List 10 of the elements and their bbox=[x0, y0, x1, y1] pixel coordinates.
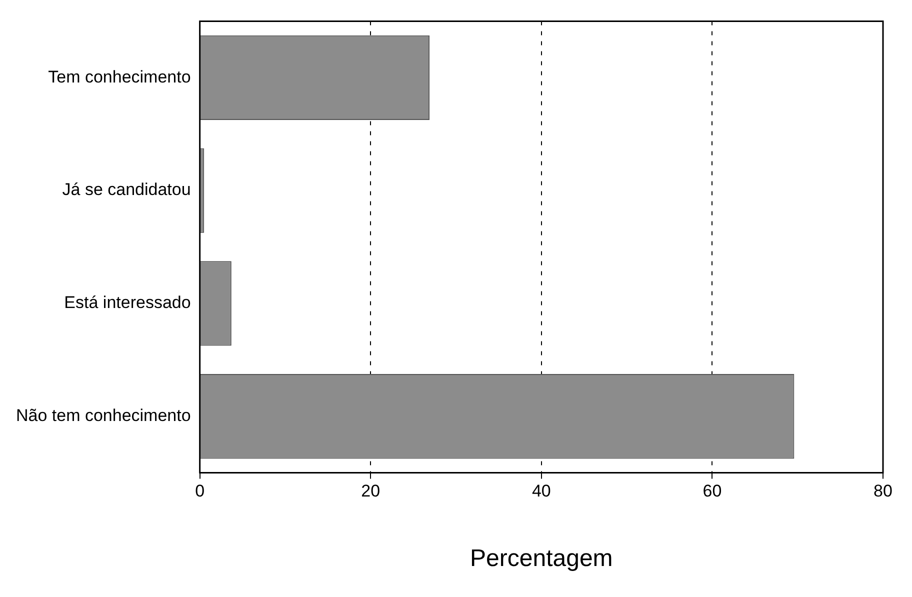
x-tick-label: 40 bbox=[532, 482, 551, 501]
y-tick-label: Já se candidatou bbox=[62, 180, 191, 200]
x-tick-label: 80 bbox=[874, 482, 892, 501]
x-axis-title: Percentagem bbox=[470, 545, 613, 572]
y-tick-label: Está interessado bbox=[64, 293, 191, 312]
y-tick-label: Não tem conhecimento bbox=[16, 406, 191, 426]
x-tick-label: 20 bbox=[361, 482, 380, 501]
x-tick-label: 60 bbox=[702, 482, 722, 501]
y-tick-label: Tem conhecimento bbox=[48, 67, 191, 86]
x-tick-label: 0 bbox=[195, 482, 205, 501]
